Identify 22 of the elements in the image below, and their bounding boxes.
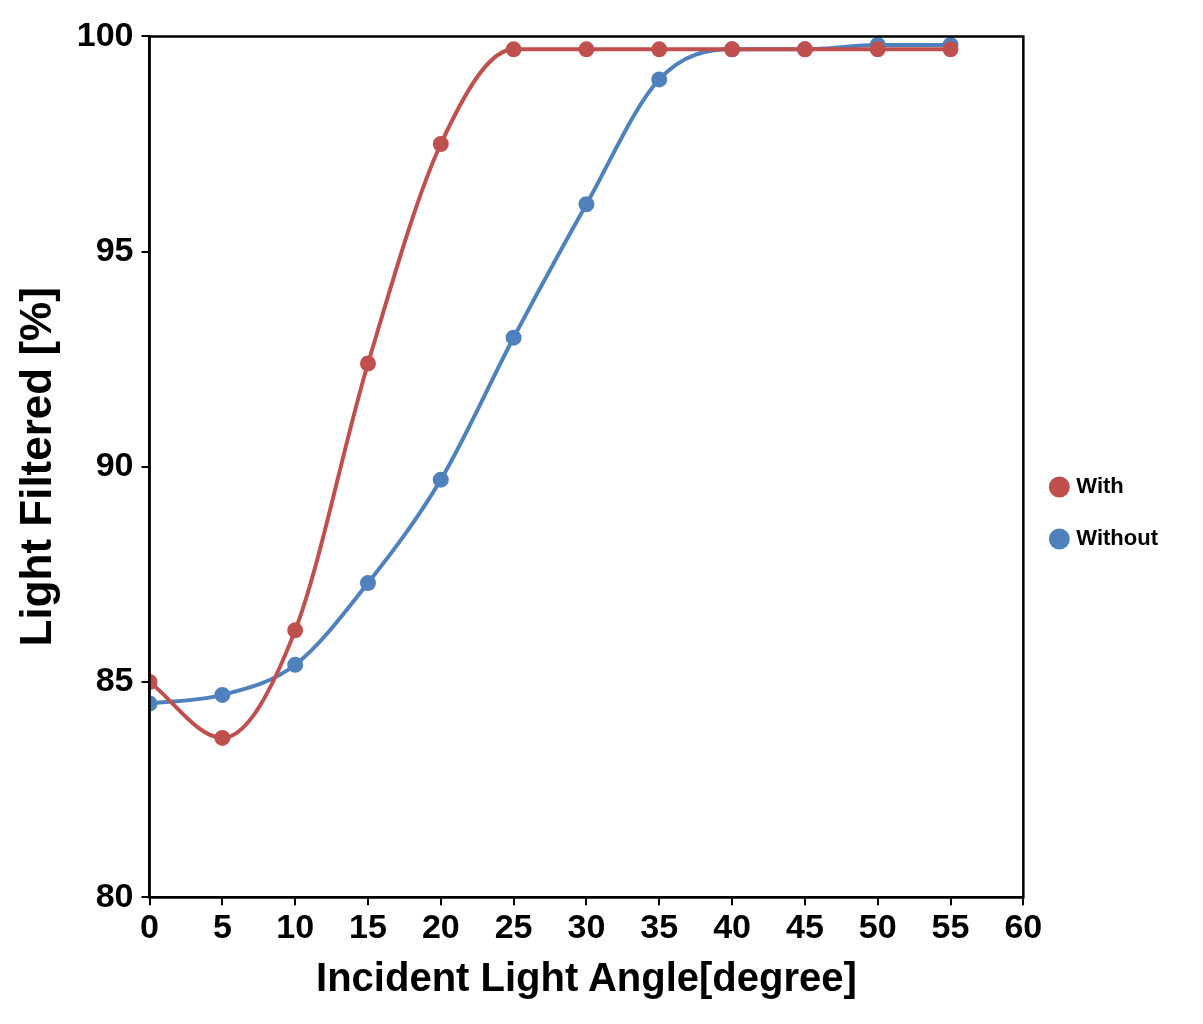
y-axis-title: Light Filtered [%] [10, 287, 60, 647]
y-tick-label: 85 [95, 660, 134, 699]
x-tick-label: 25 [494, 906, 533, 945]
x-tick-label: 60 [1004, 906, 1043, 945]
x-tick-label: 50 [858, 906, 897, 945]
x-tick-label: 20 [421, 906, 460, 945]
x-tick-label: 55 [931, 906, 970, 945]
y-tick-label: 100 [76, 14, 134, 53]
y-tick-label: 95 [95, 229, 134, 268]
x-tick-label: 15 [349, 906, 387, 945]
x-tick-label: 35 [640, 906, 679, 945]
x-tick-label: 45 [785, 906, 824, 945]
y-tick-label: 80 [95, 875, 134, 914]
x-tick-label: 30 [567, 906, 606, 945]
y-tick-label: 90 [95, 445, 134, 484]
legend-label: Without [1076, 525, 1159, 551]
x-tick-label: 40 [713, 906, 751, 945]
x-tick-label: 5 [212, 906, 232, 945]
x-axis-title: Incident Light Angle[degree] [316, 955, 857, 1000]
x-tick-label: 10 [276, 906, 315, 945]
legend-label: With [1076, 473, 1124, 499]
x-tick-label: 0 [140, 906, 159, 945]
